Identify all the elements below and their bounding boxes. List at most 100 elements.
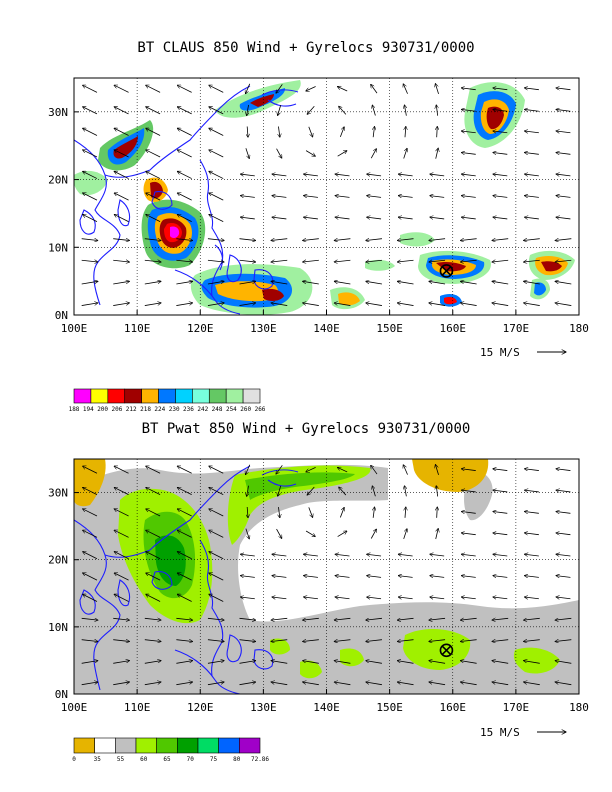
top-colorbar-label: 194 xyxy=(83,406,94,413)
top-wind-vector xyxy=(460,281,477,285)
top-wind-vector xyxy=(240,196,255,198)
top-reference-vector: 15 M/S xyxy=(480,346,566,359)
bottom-wind-vector xyxy=(460,618,477,620)
top-axis-ticks: 100E 110E 120E 130E 140E 150E 160E 170E 180 0N 10N… xyxy=(48,106,589,335)
top-brightness-temperature-field xyxy=(74,80,575,315)
bottom-wind-vector xyxy=(367,597,382,599)
bottom-wind-vector xyxy=(176,661,192,664)
bottom-wind-vector xyxy=(367,554,382,556)
top-colorbar-swatch xyxy=(175,388,193,404)
top-wind-vector xyxy=(177,107,192,115)
bottom-gyre-cross-b xyxy=(441,645,452,655)
top-wind-vector xyxy=(555,239,572,241)
bottom-wind-vector xyxy=(430,576,445,578)
top-wind-vector xyxy=(307,106,315,114)
top-wind-vector xyxy=(524,196,539,198)
bottom-wind-vector xyxy=(146,573,161,581)
bottom-x-tick-label: 170E xyxy=(503,701,530,714)
top-wind-vector xyxy=(209,128,224,136)
bottom-colorbar-label: 75 xyxy=(210,756,218,763)
bottom-colorbar-label: 0 xyxy=(72,756,76,763)
bottom-wind-vector xyxy=(493,554,508,556)
bottom-wind-vector xyxy=(461,512,476,514)
bottom-wind-vector xyxy=(276,528,282,538)
bottom-wind-vector xyxy=(461,554,476,556)
top-x-tick-label: 160E xyxy=(440,322,467,335)
top-wind-vector xyxy=(176,281,192,285)
bottom-wind-vector xyxy=(492,640,509,642)
top-wind-vector xyxy=(367,196,382,198)
top-wind-vector xyxy=(366,239,382,241)
bottom-wind-vector xyxy=(177,573,192,581)
bottom-wind-vector xyxy=(239,661,255,664)
bottom-wind-vector xyxy=(113,682,129,686)
bottom-colorbar-swatch xyxy=(115,737,137,754)
bottom-colorbar-label: 55 xyxy=(117,756,125,763)
top-wind-vector xyxy=(113,281,129,285)
bottom-wind-vector xyxy=(176,682,192,686)
top-x-tick-label: 120E xyxy=(187,322,214,335)
top-colorbar-label: 260 xyxy=(240,406,251,413)
top-wind-vector xyxy=(493,196,508,198)
bottom-wind-vector xyxy=(114,466,129,474)
bottom-wind-vector xyxy=(176,640,192,642)
top-wind-vector xyxy=(271,303,288,306)
top-wind-vector xyxy=(83,107,98,115)
bottom-wind-vector xyxy=(435,529,438,540)
bottom-wind-vector xyxy=(398,576,413,578)
bottom-wind-vector xyxy=(271,640,288,642)
top-wind-vector xyxy=(398,174,413,176)
bottom-wind-vector xyxy=(144,661,161,664)
bottom-wind-vector xyxy=(247,485,249,497)
bottom-wind-vector xyxy=(113,661,129,664)
bottom-wind-vector xyxy=(555,661,572,664)
top-wind-vector xyxy=(435,84,439,95)
top-x-tick-label: 170E xyxy=(503,322,530,335)
top-wind-vector xyxy=(397,303,414,306)
top-wind-vector xyxy=(430,196,445,198)
bottom-wind-vector xyxy=(146,530,161,538)
top-x-tick-label: 150E xyxy=(376,322,403,335)
top-wind-vector xyxy=(113,303,129,306)
bottom-wind-vector xyxy=(403,529,407,540)
bottom-y-tick-label: 20N xyxy=(48,554,68,567)
top-gyre-cross-b xyxy=(441,266,452,276)
top-wind-vector xyxy=(556,88,571,90)
top-wind-vector xyxy=(114,214,129,223)
top-x-tick-label: 140E xyxy=(313,322,340,335)
bottom-wind-vector xyxy=(524,533,539,535)
bottom-wind-vector xyxy=(339,507,344,518)
bottom-wind-vector xyxy=(437,507,438,518)
top-wind-vector xyxy=(176,260,192,262)
top-wind-vector xyxy=(371,84,378,94)
bottom-colorbar-swatch xyxy=(177,737,199,754)
top-wind-vector xyxy=(83,193,98,201)
top-wind-vector xyxy=(524,174,539,176)
top-wind-vector xyxy=(524,303,540,306)
cloud-cluster-south-china xyxy=(98,120,168,202)
bottom-wind-vector xyxy=(114,509,129,517)
top-colorbar-swatch xyxy=(192,388,210,404)
bottom-wind-vector xyxy=(492,661,509,664)
top-wind-vector xyxy=(461,174,476,176)
top-wind-vector xyxy=(334,260,351,262)
top-colorbar-label: 230 xyxy=(169,406,180,413)
top-wind-vector xyxy=(207,303,224,306)
bottom-wind-vector xyxy=(113,640,129,642)
bottom-wind-vector xyxy=(144,682,161,686)
top-wind-vector xyxy=(524,131,539,133)
top-wind-vector xyxy=(461,217,476,219)
top-wind-vector xyxy=(81,303,98,306)
bottom-wind-vector xyxy=(304,576,318,578)
top-wind-vector xyxy=(339,106,347,115)
top-wind-vector xyxy=(460,239,477,241)
bottom-wind-vector xyxy=(555,682,572,686)
bottom-axis-ticks: 100E 110E 120E 130E 140E 150E 160E 170E 180 0N 10N… xyxy=(48,487,589,714)
top-colorbar-swatch xyxy=(158,388,176,404)
top-wind-vector xyxy=(556,153,571,155)
bottom-wind-vector xyxy=(81,682,98,686)
top-wind-vector xyxy=(239,281,255,285)
top-wind-vector xyxy=(146,107,161,115)
top-wind-vector xyxy=(493,153,508,155)
top-wind-vector xyxy=(303,303,319,306)
